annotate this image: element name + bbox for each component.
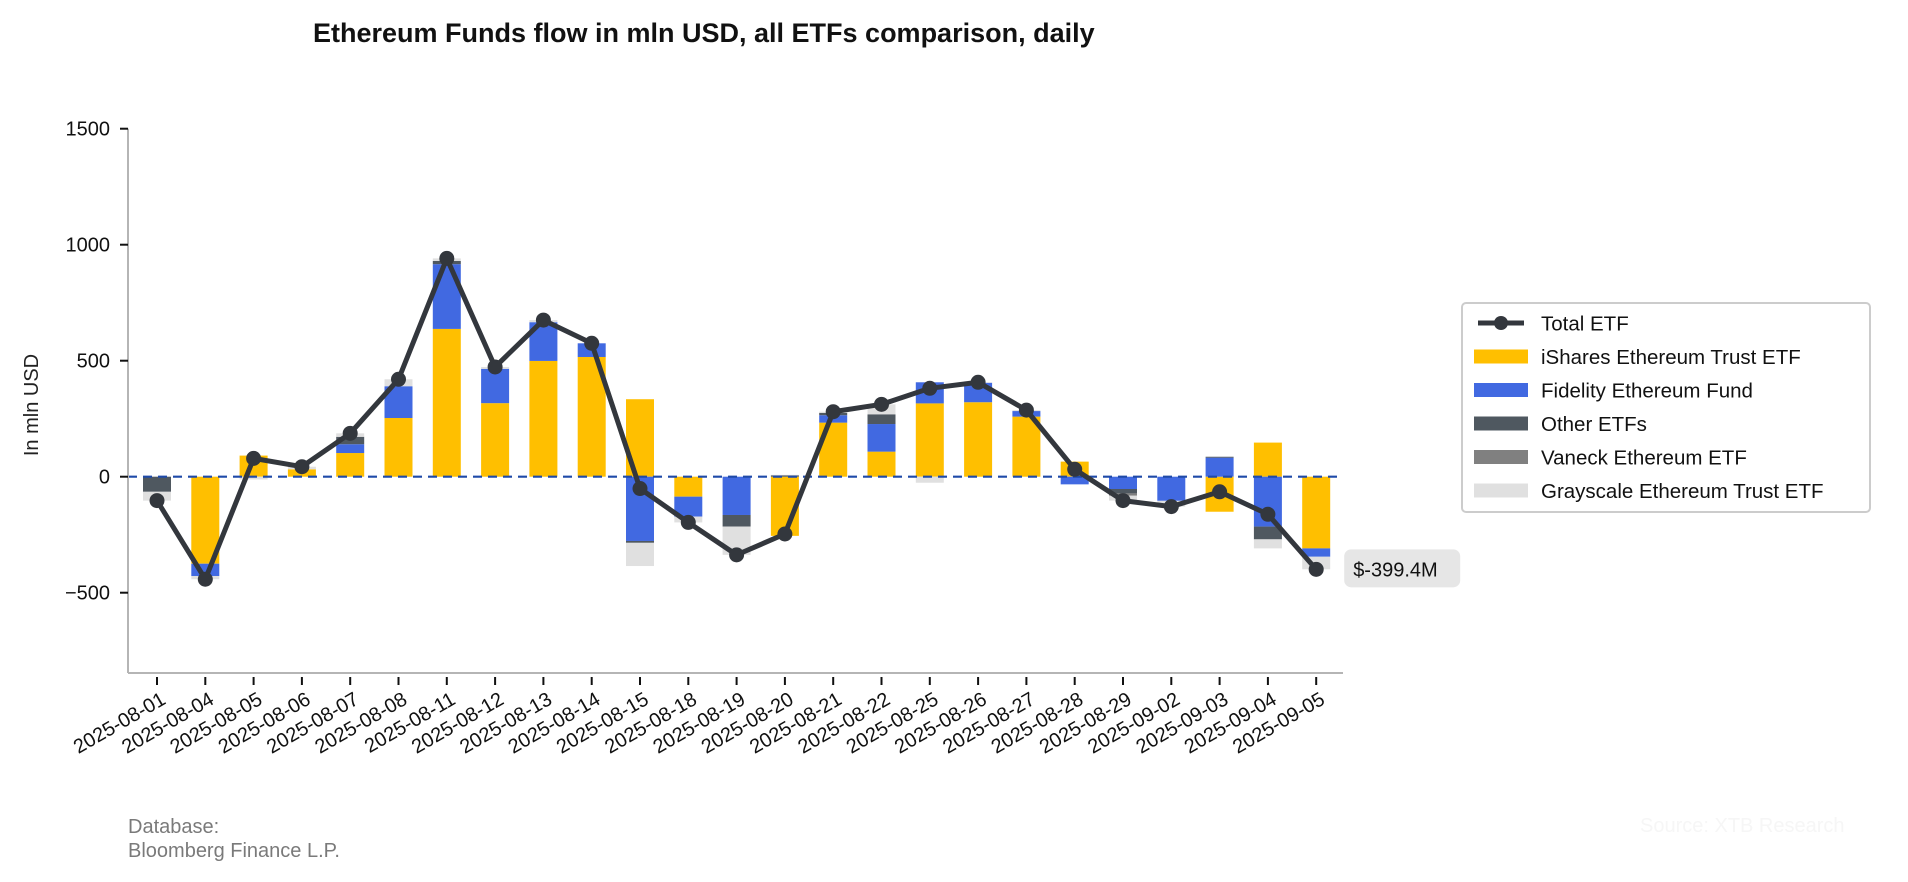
bar-ishares-ethereum-trust-etf-2025-08-07 [336, 453, 365, 477]
legend-box [1461, 302, 1871, 513]
total-etf-point-2025-08-18 [680, 514, 696, 530]
bar-ishares-ethereum-trust-etf-2025-08-18 [674, 476, 703, 497]
bar-fidelity-ethereum-fund-2025-08-07 [336, 444, 365, 454]
legend-swatch [1474, 450, 1528, 464]
database-value: Bloomberg Finance L.P. [128, 840, 340, 862]
bar-grayscale-ethereum-trust-etf-2025-08-25 [915, 476, 944, 483]
bar-grayscale-ethereum-trust-etf-2025-08-15 [626, 542, 654, 567]
legend-item-label: Fidelity Ethereum Fund [1541, 380, 1753, 403]
bar-ishares-ethereum-trust-etf-2025-08-22 [867, 451, 896, 477]
total-etf-point-2025-08-20 [777, 526, 793, 542]
axes: −5000500100015002025-08-012025-08-042025… [65, 119, 1343, 758]
bar-fidelity-ethereum-fund-2025-08-18 [674, 496, 703, 517]
bar-ishares-ethereum-trust-etf-2025-09-05 [1302, 476, 1331, 549]
bar-other-etfs-2025-08-29 [1109, 488, 1137, 494]
watermark: Source: XTB Research [1640, 815, 1845, 837]
total-etf-point-2025-08-26 [970, 374, 986, 390]
total-etf-point-2025-08-25 [922, 380, 938, 396]
legend-swatch [1474, 349, 1528, 364]
total-etf-point-2025-08-01 [149, 493, 165, 509]
total-etf-point-2025-09-02 [1163, 499, 1179, 515]
y-tick-label: 1000 [66, 235, 111, 257]
bar-other-etfs-2025-08-22 [867, 414, 896, 425]
bars-layer [143, 258, 1331, 580]
total-etf-point-2025-08-11 [439, 250, 455, 266]
legend: Total ETF iShares Ethereum Trust ETF Fidel… [1461, 302, 1871, 513]
bar-other-etfs-2025-09-03 [1205, 456, 1234, 458]
total-etf-point-2025-08-22 [874, 396, 889, 412]
legend-swatch [1474, 416, 1528, 431]
total-etf-point-2025-08-29 [1115, 493, 1131, 509]
total-etf-point-2025-08-19 [729, 547, 745, 563]
total-etf-point-2025-08-06 [294, 459, 310, 475]
total-etf-point-2025-08-05 [246, 450, 262, 466]
total-etf-point-2025-08-13 [535, 312, 551, 328]
total-etf-point-2025-08-14 [584, 335, 600, 351]
total-etf-point-2025-08-07 [342, 425, 358, 441]
total-line-layer [149, 250, 1324, 587]
bar-fidelity-ethereum-fund-2025-09-02 [1157, 476, 1186, 501]
total-etf-point-2025-08-15 [632, 481, 648, 497]
total-etf-point-2025-08-21 [825, 404, 841, 420]
bar-fidelity-ethereum-fund-2025-08-19 [722, 476, 751, 515]
legend-marker-icon [1494, 316, 1508, 330]
bar-ishares-ethereum-trust-etf-2025-08-26 [964, 402, 993, 477]
bar-fidelity-ethereum-fund-2025-09-03 [1205, 457, 1234, 477]
chart-title: Ethereum Funds flow in mln USD, all ETFs… [313, 18, 1095, 48]
total-etf-point-2025-09-03 [1212, 484, 1228, 500]
legend-item-label: Total ETF [1541, 313, 1629, 336]
bar-fidelity-ethereum-fund-2025-09-05 [1302, 548, 1331, 557]
total-etf-point-2025-08-08 [391, 371, 406, 387]
footer-source: Database: Bloomberg Finance L.P. [128, 815, 340, 863]
legend-swatch [1474, 483, 1528, 498]
bar-grayscale-ethereum-trust-etf-2025-08-05 [239, 476, 268, 480]
bar-ishares-ethereum-trust-etf-2025-08-27 [1012, 416, 1041, 477]
bar-fidelity-ethereum-fund-2025-08-12 [481, 368, 510, 404]
y-tick-label: 500 [77, 351, 110, 373]
annotation-box [1344, 549, 1461, 588]
database-label: Database: [128, 816, 220, 838]
legend-item-label: Other ETFs [1541, 413, 1647, 436]
bar-ishares-ethereum-trust-etf-2025-08-08 [384, 418, 413, 477]
total-etf-point-2025-08-12 [487, 359, 503, 375]
bar-grayscale-ethereum-trust-etf-2025-09-04 [1253, 539, 1282, 549]
bar-fidelity-ethereum-fund-2025-08-28 [1060, 476, 1089, 485]
bar-fidelity-ethereum-fund-2025-08-11 [432, 264, 461, 329]
bar-other-etfs-2025-08-19 [722, 514, 751, 527]
total-etf-point-2025-08-27 [1018, 402, 1034, 418]
bar-ishares-ethereum-trust-etf-2025-08-13 [529, 360, 558, 477]
bar-other-etfs-2025-08-20 [770, 475, 799, 477]
total-etf-point-2025-09-05 [1308, 561, 1324, 577]
y-tick-label: −500 [65, 583, 110, 605]
bar-fidelity-ethereum-fund-2025-08-29 [1109, 476, 1137, 489]
y-tick-label: 1500 [66, 119, 111, 141]
bar-other-etfs-2025-09-04 [1253, 526, 1282, 540]
bar-ishares-ethereum-trust-etf-2025-08-25 [915, 403, 944, 477]
bar-ishares-ethereum-trust-etf-2025-08-12 [481, 403, 510, 477]
annotation-text: $-399.4M [1353, 559, 1438, 581]
value-annotation: $-399.4M [1344, 549, 1461, 588]
y-tick-label: 0 [99, 467, 110, 489]
bar-other-etfs-2025-08-15 [626, 540, 654, 543]
total-etf-point-2025-08-04 [197, 571, 213, 587]
bar-grayscale-ethereum-trust-etf-2025-08-20 [770, 474, 799, 476]
legend-item-label: iShares Ethereum Trust ETF [1541, 346, 1801, 369]
bar-ishares-ethereum-trust-etf-2025-09-04 [1253, 442, 1282, 477]
total-etf-point-2025-08-28 [1067, 461, 1083, 477]
legend-swatch [1474, 383, 1528, 397]
y-axis-label: In mln USD [21, 354, 43, 456]
legend-item-label: Vaneck Ethereum ETF [1541, 447, 1747, 470]
total-etf-point-2025-09-04 [1260, 506, 1276, 522]
bar-fidelity-ethereum-fund-2025-08-22 [867, 424, 896, 452]
bar-other-etfs-2025-08-01 [143, 476, 171, 492]
legend-item-label: Grayscale Ethereum Trust ETF [1541, 480, 1824, 503]
bar-ishares-ethereum-trust-etf-2025-08-11 [432, 328, 461, 477]
